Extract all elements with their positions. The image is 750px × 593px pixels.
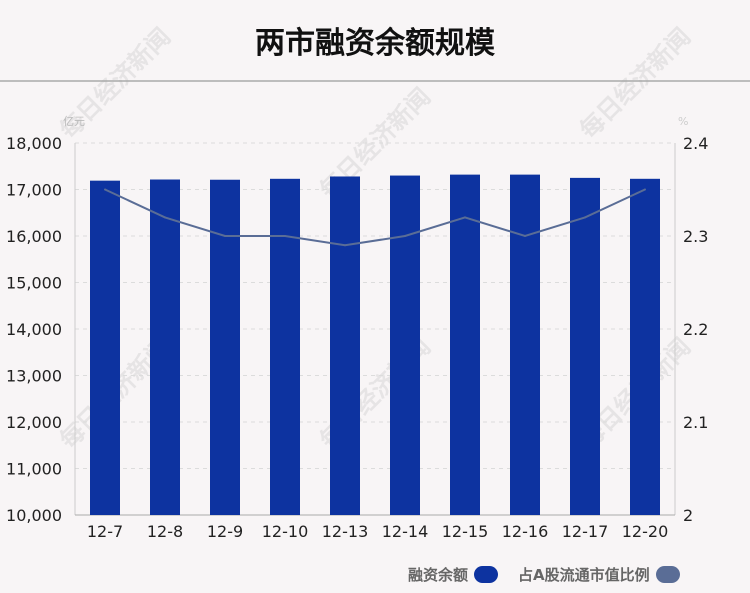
line-point — [284, 235, 286, 237]
line-point — [524, 235, 526, 237]
y-left-tick-label: 15,000 — [6, 274, 62, 293]
y-right-tick-label: 2.3 — [683, 227, 708, 246]
line-point — [164, 216, 166, 219]
line-point — [224, 235, 226, 237]
y-right-tick-label: 2.4 — [683, 134, 708, 153]
y-right-unit: % — [678, 115, 688, 128]
line-point — [404, 235, 406, 237]
bar — [90, 180, 120, 516]
y-left-unit: 亿元 — [63, 115, 85, 128]
x-tick-label: 12-14 — [382, 522, 429, 541]
bar — [510, 174, 540, 515]
y-left-tick-label: 13,000 — [6, 367, 62, 386]
y-right-tick-label: 2.2 — [683, 320, 708, 339]
y-left-tick-label: 11,000 — [6, 460, 62, 479]
x-tick-label: 12-9 — [207, 522, 243, 541]
y-left-tick-label: 14,000 — [6, 320, 62, 339]
x-tick-label: 12-7 — [87, 522, 123, 541]
x-tick-label: 12-20 — [622, 522, 669, 541]
y-left-tick-label: 12,000 — [6, 413, 62, 432]
line-point — [464, 216, 466, 219]
x-tick-label: 12-10 — [262, 522, 309, 541]
legend: 融资余额 占A股流通市值比例 — [408, 564, 694, 585]
line-point — [104, 188, 106, 191]
legend-swatch-balance — [474, 566, 499, 583]
bar — [210, 179, 240, 516]
y-left-tick-label: 18,000 — [6, 134, 62, 153]
x-tick-label: 12-13 — [322, 522, 369, 541]
line-point — [584, 216, 586, 219]
ratio-line — [104, 188, 646, 247]
bar — [570, 177, 600, 515]
y-left-tick-label: 10,000 — [6, 506, 62, 525]
legend-swatch-ratio — [655, 566, 680, 583]
x-tick-label: 12-15 — [442, 522, 489, 541]
y-right-tick-label: 2.1 — [683, 413, 708, 432]
bar — [450, 174, 480, 515]
x-tick-label: 12-16 — [502, 522, 549, 541]
legend-label-balance: 融资余额 — [408, 566, 469, 584]
bar — [330, 176, 360, 516]
line-point — [644, 188, 646, 191]
x-tick-label: 12-17 — [562, 522, 609, 541]
bar — [150, 179, 180, 515]
bar — [390, 175, 420, 516]
bar — [630, 178, 660, 515]
y-left-tick-label: 16,000 — [6, 227, 62, 246]
y-left-tick-label: 17,000 — [6, 181, 62, 200]
legend-label-ratio: 占A股流通市值比例 — [518, 566, 650, 584]
title-divider — [0, 80, 750, 82]
line-point — [344, 244, 346, 247]
bar — [270, 178, 300, 515]
chart-title: 两市融资余额规模 — [255, 26, 495, 61]
x-tick-label: 12-8 — [147, 522, 183, 541]
y-right-tick-label: 2 — [683, 506, 693, 525]
